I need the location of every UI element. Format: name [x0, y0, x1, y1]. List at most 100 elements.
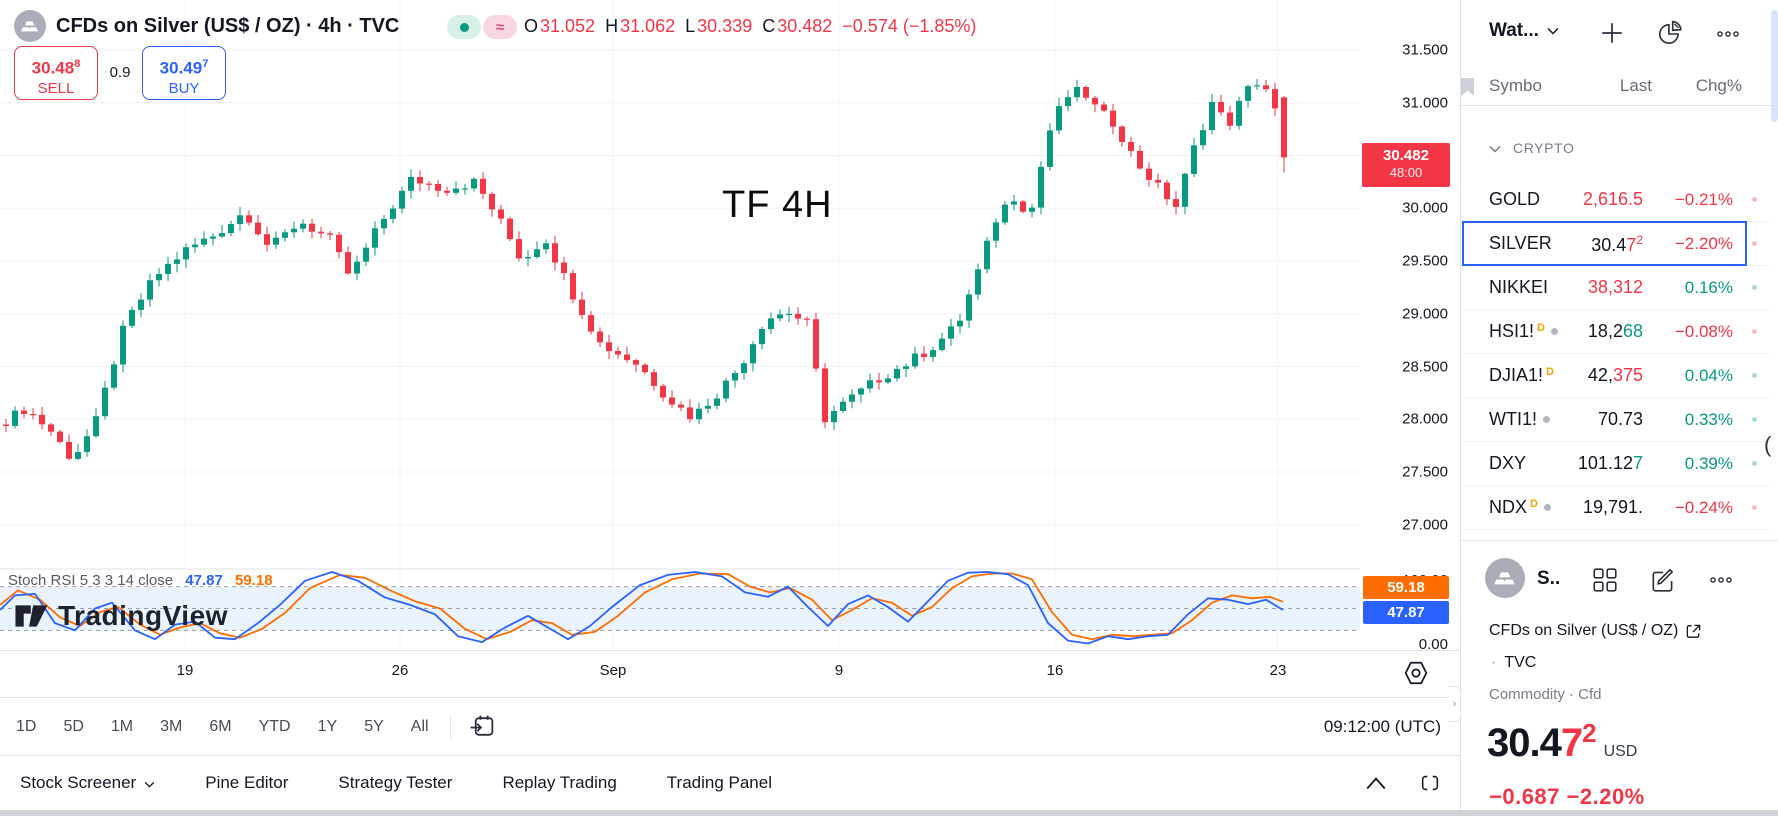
symbol-title[interactable]: CFDs on Silver (US$ / OZ) · 4h · TVC — [56, 14, 400, 37]
tick-dot-icon — [1752, 241, 1757, 246]
last-value: 2,616.5 — [1582, 189, 1643, 209]
range-1d[interactable]: 1D — [16, 717, 37, 735]
flag-column-icon[interactable] — [1461, 76, 1479, 100]
add-symbol-icon[interactable] — [1599, 20, 1625, 46]
watchlist-columns: Symbo Last Chg% — [1461, 72, 1778, 106]
chevron-down-icon — [144, 773, 155, 793]
change-percent: 0.16% — [1684, 278, 1733, 297]
panel-expand-icon[interactable] — [1364, 774, 1388, 792]
watchlist-row-dxy[interactable]: DXY 101.127 0.39% — [1461, 442, 1769, 486]
indicator-k-value: 47.87 — [185, 572, 223, 589]
price-axis-label: 28.500 — [1402, 358, 1448, 376]
last-value: 30.472 — [1591, 233, 1643, 255]
clock[interactable]: 09:12:00 (UTC) — [1323, 716, 1441, 736]
watchlist-section-crypto[interactable]: CRYPTO — [1461, 134, 1778, 164]
ohlc-o: O 31.052 — [524, 16, 596, 36]
change-percent: −0.21% — [1674, 190, 1733, 209]
tradingview-logo-icon — [15, 605, 48, 627]
watchlist-row-djia1[interactable]: DJIA1! D 42,375 0.04% — [1461, 354, 1769, 398]
ohlc-l: L 30.339 — [685, 16, 753, 36]
column-chg[interactable]: Chg% — [1695, 76, 1742, 95]
watchlist-row-ndx[interactable]: NDX D 19,791. −0.24% — [1461, 486, 1769, 530]
change-percent: 0.04% — [1684, 366, 1733, 385]
range-5y[interactable]: 5Y — [364, 717, 384, 735]
range-ytd[interactable]: YTD — [258, 717, 291, 735]
range-1y[interactable]: 1Y — [317, 717, 338, 735]
section-label: CRYPTO — [1513, 140, 1575, 156]
order-panel: 30.488 SELL 30.497 BUY — [14, 46, 226, 100]
watchlist-row-silver[interactable]: SILVER 30.472 −2.20% — [1461, 221, 1769, 266]
bottom-tab-trading-panel[interactable]: Trading Panel — [666, 773, 772, 792]
market-status-pills: ≈ — [447, 15, 517, 39]
price-axis-label: 29.000 — [1402, 305, 1448, 323]
watchlist-row-wti1[interactable]: WTI1! 70.73 0.33% — [1461, 398, 1769, 442]
symbol-name: DJIA1! D — [1489, 365, 1554, 385]
chart-text-annotation: TF 4H — [722, 184, 833, 226]
fullscreen-icon[interactable] — [1418, 772, 1442, 794]
time-axis-label: 19 — [176, 662, 194, 679]
time-axis-label: 23 — [1269, 662, 1287, 679]
watchlist-row-gold[interactable]: GOLD 2,616.5 −0.21% — [1461, 178, 1769, 222]
external-link-icon[interactable] — [1685, 623, 1702, 640]
range-toolbar: 1D 5D 1M 3M 6M YTD 1Y 5Y All 09:12:00 (UTC) — [0, 697, 1460, 755]
watchlist-row-nikkei[interactable]: NIKKEI 38,312 0.16% — [1461, 266, 1769, 310]
status-dot-icon — [1543, 504, 1551, 511]
price-axis-label: 27.000 — [1402, 516, 1448, 534]
tick-dot-icon — [1752, 197, 1757, 202]
indicator-title: Stoch RSI 5 3 3 14 close — [8, 572, 174, 589]
symbol-full-name: CFDs on Silver (US$ / OZ) — [1489, 622, 1702, 640]
rsi-d-badge: 59.18 — [1363, 576, 1449, 599]
panel-collapse-handle[interactable]: › — [1449, 686, 1461, 722]
range-3m[interactable]: 3M — [160, 717, 183, 735]
price-chart[interactable] — [0, 0, 1360, 650]
more-options-icon[interactable] — [1714, 20, 1742, 48]
last-value: 70.73 — [1597, 409, 1643, 429]
go-to-date-icon[interactable] — [469, 713, 496, 740]
axis-settings-icon[interactable] — [1402, 659, 1430, 687]
tick-dot-icon — [1752, 505, 1757, 510]
buy-button[interactable]: 30.497 BUY — [142, 46, 226, 100]
edit-note-icon[interactable] — [1649, 566, 1677, 594]
stoch-rsi-legend[interactable]: Stoch RSI 5 3 3 14 close 47.87 59.18 — [8, 572, 273, 589]
column-last[interactable]: Last — [1619, 76, 1652, 95]
more-options-icon[interactable] — [1707, 566, 1735, 594]
tick-dot-icon — [1752, 417, 1757, 422]
price-axis-label: 28.000 — [1402, 410, 1448, 428]
watchlist-row-hsi1[interactable]: HSI1! D 18,268 −0.08% — [1461, 310, 1769, 354]
watermark-label: TradingView — [58, 600, 228, 631]
ohlc-legend: O 31.052 H 31.062 L 30.339 C 30.482 −0.574 (−1.8… — [524, 16, 976, 37]
watchlist-header: Wat... — [1461, 16, 1778, 52]
watchlist-title-dropdown[interactable]: Wat... — [1489, 20, 1559, 42]
column-symbol[interactable]: Symbo — [1489, 76, 1542, 95]
range-1m[interactable]: 1M — [110, 717, 134, 735]
price-axis[interactable]: 30.482 48:00 100.00 0.00 59.18 47.87 31.… — [1360, 0, 1460, 653]
bottom-tab-replay-trading[interactable]: Replay Trading — [502, 773, 617, 792]
sell-button[interactable]: 30.488 SELL — [14, 46, 98, 100]
symbol-name: NIKKEI — [1489, 277, 1549, 297]
time-axis-label: 26 — [391, 662, 409, 679]
chevron-down-icon — [1489, 145, 1501, 153]
last-price: 30.482 — [1383, 147, 1429, 164]
chevron-down-icon — [1547, 27, 1559, 35]
change-percent: 0.33% — [1684, 410, 1733, 429]
pie-chart-icon[interactable] — [1656, 20, 1684, 48]
range-5d[interactable]: 5D — [63, 717, 84, 735]
symbol-name: NDX D — [1489, 497, 1551, 518]
delayed-badge: D — [1530, 498, 1538, 510]
range-buttons: 1D 5D 1M 3M 6M YTD 1Y 5Y All — [16, 718, 456, 736]
delayed-badge: D — [1546, 366, 1554, 378]
range-6m[interactable]: 6M — [209, 717, 232, 735]
panel-scrollbar-thumb[interactable] — [1771, 10, 1778, 122]
symbol-name: SILVER — [1489, 233, 1552, 253]
symbol-name: DXY — [1489, 453, 1527, 473]
time-axis[interactable]: 19 26 Sep 9 16 23 — [0, 650, 1460, 697]
bottom-tab-stock-screener[interactable]: Stock Screener — [20, 773, 155, 793]
grid-layout-icon[interactable] — [1591, 566, 1619, 594]
delayed-data-icon: ≈ — [483, 15, 517, 39]
range-all[interactable]: All — [410, 717, 429, 735]
symbol-short-name: S.. — [1537, 568, 1561, 589]
silver-logo-icon — [14, 10, 46, 42]
instrument-type: Commodity · Cfd — [1489, 686, 1602, 703]
bottom-tab-pine-editor[interactable]: Pine Editor — [205, 773, 289, 792]
bottom-tab-strategy-tester[interactable]: Strategy Tester — [338, 773, 453, 792]
